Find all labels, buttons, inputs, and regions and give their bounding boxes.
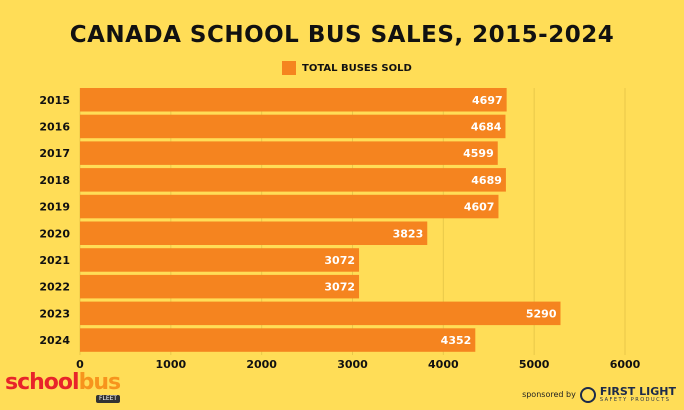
logo-part1: school <box>5 370 80 395</box>
y-tick-label: 2022 <box>39 281 70 294</box>
x-tick-label: 5000 <box>519 358 550 371</box>
data-label: 4352 <box>441 334 472 347</box>
y-tick-label: 2019 <box>39 201 70 214</box>
bar <box>80 301 561 326</box>
y-tick-label: 2021 <box>39 254 70 267</box>
data-label: 4607 <box>464 201 495 214</box>
x-tick-label: 4000 <box>428 358 459 371</box>
y-tick-label: 2015 <box>39 94 70 107</box>
data-label: 4697 <box>472 94 503 107</box>
bar <box>80 221 428 245</box>
data-label: 4599 <box>463 147 494 160</box>
y-tick-label: 2020 <box>39 227 70 240</box>
logo-part2: bus <box>78 370 122 395</box>
y-tick-label: 2016 <box>39 120 70 133</box>
x-tick-label: 6000 <box>610 358 641 371</box>
data-label: 5290 <box>526 307 557 320</box>
data-label: 3072 <box>324 281 355 294</box>
data-label: 4689 <box>471 174 502 187</box>
logo-text: schoolbus <box>5 370 122 395</box>
sponsor: sponsored by FIRST LIGHT SAFETY PRODUCTS <box>522 385 676 404</box>
y-tick-label: 2023 <box>39 307 70 320</box>
bar <box>80 141 498 165</box>
bar <box>80 248 360 272</box>
chart-title: CANADA SCHOOL BUS SALES, 2015-2024 <box>69 22 615 48</box>
sponsor-sub: SAFETY PRODUCTS <box>599 397 671 404</box>
bar <box>80 88 507 112</box>
bar <box>80 114 506 139</box>
first-light-logo-icon <box>579 386 596 403</box>
data-label: 4684 <box>471 120 502 133</box>
bar <box>80 168 506 192</box>
legend-label: TOTAL BUSES SOLD <box>302 62 412 74</box>
x-tick-label: 3000 <box>337 358 368 371</box>
y-tick-label: 2018 <box>39 174 70 187</box>
legend-swatch <box>282 61 296 75</box>
y-tick-label: 2024 <box>39 334 70 347</box>
bar <box>80 328 476 352</box>
x-tick-label: 2000 <box>246 358 277 371</box>
data-label: 3072 <box>324 254 355 267</box>
bar <box>80 194 499 219</box>
y-tick-label: 2017 <box>39 147 70 160</box>
data-label: 3823 <box>393 227 424 240</box>
x-tick-label: 0 <box>76 358 84 371</box>
x-tick-label: 1000 <box>156 358 187 371</box>
schoolbus-fleet-logo: schoolbus FLEET <box>5 370 122 403</box>
legend: TOTAL BUSES SOLD <box>282 61 412 75</box>
bar <box>80 274 360 299</box>
logo-sub: FLEET <box>96 395 121 403</box>
sponsor-name: FIRST LIGHT <box>599 385 676 398</box>
sponsored-by-text: sponsored by <box>522 390 576 400</box>
